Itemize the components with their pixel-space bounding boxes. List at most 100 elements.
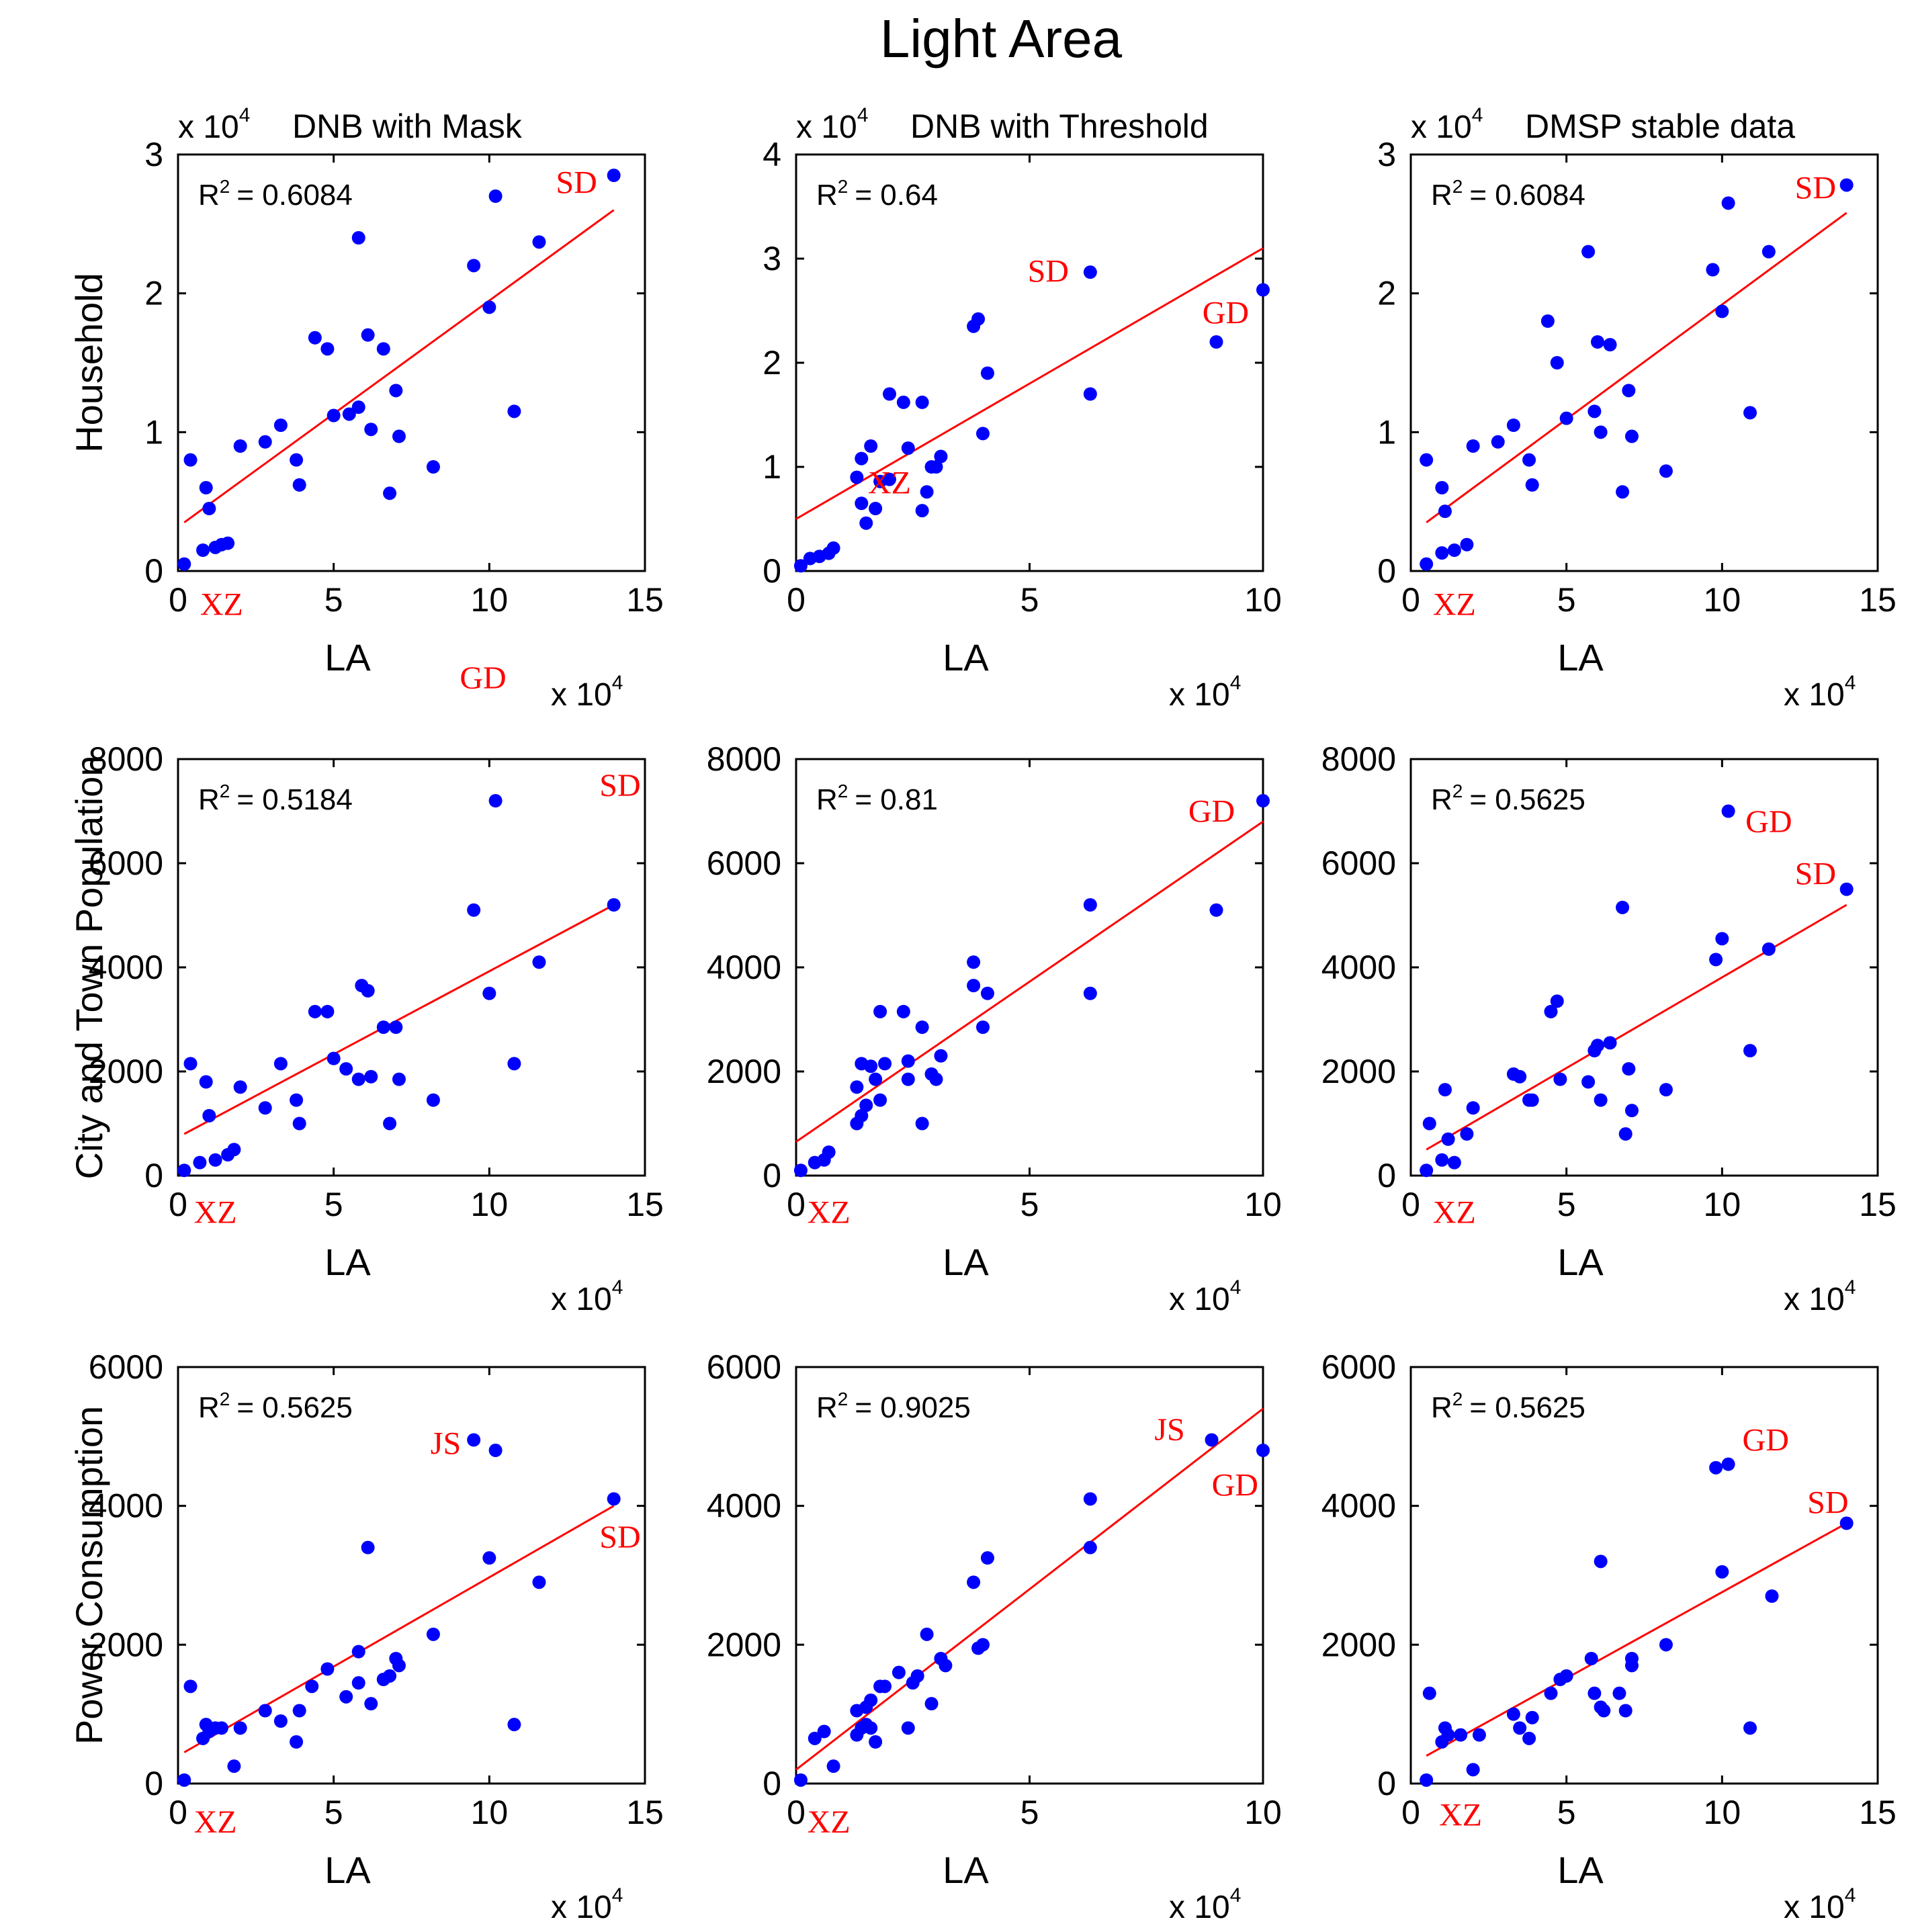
- data-point: [929, 1072, 943, 1086]
- panel-2: 0 5 10 0 1 2 3 4 LA x 104 x 104 DNB with Threshold R…: [763, 104, 1282, 713]
- data-point: [1460, 1127, 1474, 1141]
- data-point: [361, 328, 375, 342]
- data-point: [1594, 1093, 1608, 1107]
- data-point: [855, 451, 869, 466]
- data-point: [1256, 794, 1270, 807]
- x-axis-multiplier: x 104: [1784, 672, 1856, 713]
- data-point: [915, 395, 929, 409]
- data-point: [1083, 1492, 1097, 1506]
- x-tick-label: 5: [1020, 1794, 1039, 1831]
- data-point: [361, 1540, 375, 1554]
- province-annotation: SD: [1807, 1485, 1848, 1521]
- x-axis-multiplier: x 104: [551, 672, 623, 713]
- data-point: [351, 231, 365, 245]
- province-annotation: GD: [460, 660, 506, 696]
- data-point: [1587, 1686, 1602, 1700]
- y-tick-label: 6000: [1321, 1348, 1396, 1386]
- data-point: [1525, 1093, 1539, 1107]
- data-point: [426, 460, 440, 474]
- province-annotation: XZ: [194, 1194, 237, 1230]
- data-point: [320, 1004, 335, 1018]
- data-point: [1715, 1565, 1729, 1579]
- x-tick-label: 5: [1020, 1186, 1039, 1223]
- y-tick-label: 0: [144, 1765, 163, 1802]
- y-tick-label: 2: [763, 344, 781, 382]
- y-tick-label: 4000: [1321, 949, 1396, 986]
- data-point: [901, 1721, 915, 1735]
- data-point: [1422, 1686, 1436, 1700]
- data-point: [339, 1062, 353, 1076]
- data-point: [1435, 546, 1449, 560]
- data-point: [1466, 1101, 1480, 1115]
- data-point: [967, 1575, 981, 1589]
- data-point: [1839, 178, 1854, 192]
- data-point: [1205, 1433, 1219, 1447]
- x-tick-label: 15: [626, 1186, 664, 1223]
- data-point: [869, 1735, 883, 1749]
- data-point: [878, 1057, 892, 1071]
- y-tick-label: 6000: [89, 844, 163, 882]
- y-tick-label: 8000: [707, 740, 781, 778]
- data-point: [482, 986, 496, 1000]
- y-tick-label: 3: [763, 240, 781, 277]
- axes-box: [177, 153, 646, 572]
- x-tick-label: 15: [1859, 1186, 1897, 1223]
- province-annotation: XZ: [194, 1804, 237, 1840]
- province-annotation: GD: [1745, 804, 1792, 840]
- province-annotation: SD: [599, 1520, 640, 1555]
- data-point: [1420, 557, 1434, 571]
- panel-3: 0 5 10 15 0 1 2 3 LA x 104 x 104 DMSP stable data R2…: [1377, 104, 1897, 713]
- data-point: [1422, 1116, 1436, 1131]
- y-tick-label: 2000: [707, 1626, 781, 1663]
- data-point: [1591, 1039, 1604, 1053]
- data-point: [227, 1759, 241, 1773]
- data-point: [1709, 953, 1723, 967]
- data-point: [967, 955, 981, 969]
- x-tick-label: 5: [324, 1794, 343, 1831]
- data-point: [1513, 1721, 1527, 1735]
- y-tick-label: 6000: [89, 1348, 163, 1386]
- data-point: [258, 1101, 272, 1115]
- axes-box: [1409, 153, 1879, 572]
- y-tick-label: 4000: [89, 949, 163, 986]
- x-tick-label: 10: [1704, 581, 1741, 619]
- province-annotation: JS: [1154, 1412, 1184, 1448]
- data-point: [1765, 1589, 1779, 1603]
- x-tick-label: 10: [471, 1794, 509, 1831]
- y-tick-label: 0: [763, 552, 781, 590]
- x-tick-label: 0: [787, 1186, 806, 1223]
- province-annotation: XZ: [200, 587, 243, 623]
- data-point: [507, 1057, 521, 1071]
- x-axis-multiplier: x 104: [551, 1276, 623, 1317]
- y-tick-label: 2: [144, 275, 163, 312]
- data-point: [507, 1718, 521, 1732]
- data-point: [859, 516, 873, 530]
- data-point: [934, 449, 948, 464]
- x-tick-label: 10: [471, 581, 509, 619]
- x-tick-label: 0: [1401, 581, 1420, 619]
- x-axis-multiplier: x 104: [1169, 672, 1241, 713]
- data-point: [1441, 1132, 1455, 1146]
- data-point: [1559, 1669, 1573, 1683]
- y-tick-label: 6000: [707, 1348, 781, 1386]
- data-point: [1420, 1773, 1434, 1787]
- regression-line: [183, 1505, 615, 1753]
- data-point: [351, 1676, 365, 1690]
- data-point: [183, 1057, 198, 1071]
- y-tick-label: 4: [763, 136, 781, 173]
- data-point: [392, 1659, 406, 1673]
- y-axis-label: City and Town Population: [68, 756, 110, 1180]
- r-squared-label: R2 = 0.5184: [198, 781, 353, 816]
- data-point: [1721, 1457, 1735, 1471]
- data-point: [351, 400, 365, 414]
- data-point: [221, 536, 235, 550]
- data-point: [901, 441, 915, 455]
- province-annotation: GD: [1212, 1468, 1258, 1503]
- data-point: [1540, 314, 1555, 328]
- data-point: [855, 496, 869, 511]
- data-point: [532, 1575, 546, 1589]
- data-point: [896, 395, 910, 409]
- x-axis-multiplier: x 104: [1169, 1276, 1241, 1317]
- x-tick-label: 0: [169, 581, 187, 619]
- data-point: [202, 1108, 216, 1123]
